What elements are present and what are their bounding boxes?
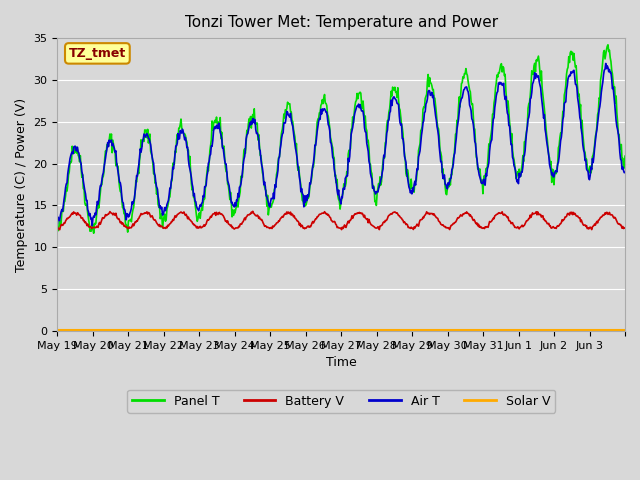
Panel T	[275, 155, 282, 160]
Air T	[253, 130, 261, 136]
Panel T	[621, 153, 629, 159]
Battery V	[433, 215, 441, 221]
Air T	[433, 117, 440, 123]
Line: Air T: Air T	[58, 63, 625, 226]
Air T	[621, 170, 629, 176]
Solar V	[621, 327, 629, 333]
Panel T	[121, 211, 129, 216]
Panel T	[90, 230, 97, 236]
Air T	[401, 153, 408, 159]
Text: TZ_tmet: TZ_tmet	[68, 47, 126, 60]
Panel T	[225, 189, 233, 194]
Solar V	[120, 327, 128, 333]
Battery V	[401, 220, 409, 226]
Battery V	[225, 221, 233, 227]
Battery V	[121, 223, 129, 228]
Air T	[275, 156, 282, 162]
Solar V	[274, 327, 282, 333]
Solar V	[253, 327, 260, 333]
Battery V	[249, 208, 257, 214]
Air T	[88, 223, 96, 228]
Battery V	[254, 213, 262, 218]
Panel T	[401, 150, 408, 156]
Line: Battery V: Battery V	[58, 211, 625, 230]
Battery V	[276, 218, 284, 224]
Panel T	[433, 109, 440, 115]
Battery V	[54, 225, 61, 230]
Panel T	[54, 226, 61, 231]
Title: Tonzi Tower Met: Temperature and Power: Tonzi Tower Met: Temperature and Power	[184, 15, 498, 30]
Solar V	[400, 327, 408, 333]
Solar V	[432, 327, 440, 333]
X-axis label: Time: Time	[326, 356, 356, 369]
Battery V	[621, 225, 629, 230]
Air T	[602, 60, 609, 66]
Solar V	[225, 327, 232, 333]
Line: Panel T: Panel T	[58, 45, 625, 233]
Legend: Panel T, Battery V, Air T, Solar V: Panel T, Battery V, Air T, Solar V	[127, 390, 555, 413]
Y-axis label: Temperature (C) / Power (V): Temperature (C) / Power (V)	[15, 97, 28, 272]
Panel T	[253, 120, 261, 126]
Air T	[121, 207, 129, 213]
Panel T	[604, 42, 612, 48]
Air T	[225, 183, 233, 189]
Air T	[54, 221, 61, 227]
Battery V	[56, 227, 63, 233]
Solar V	[54, 327, 61, 333]
